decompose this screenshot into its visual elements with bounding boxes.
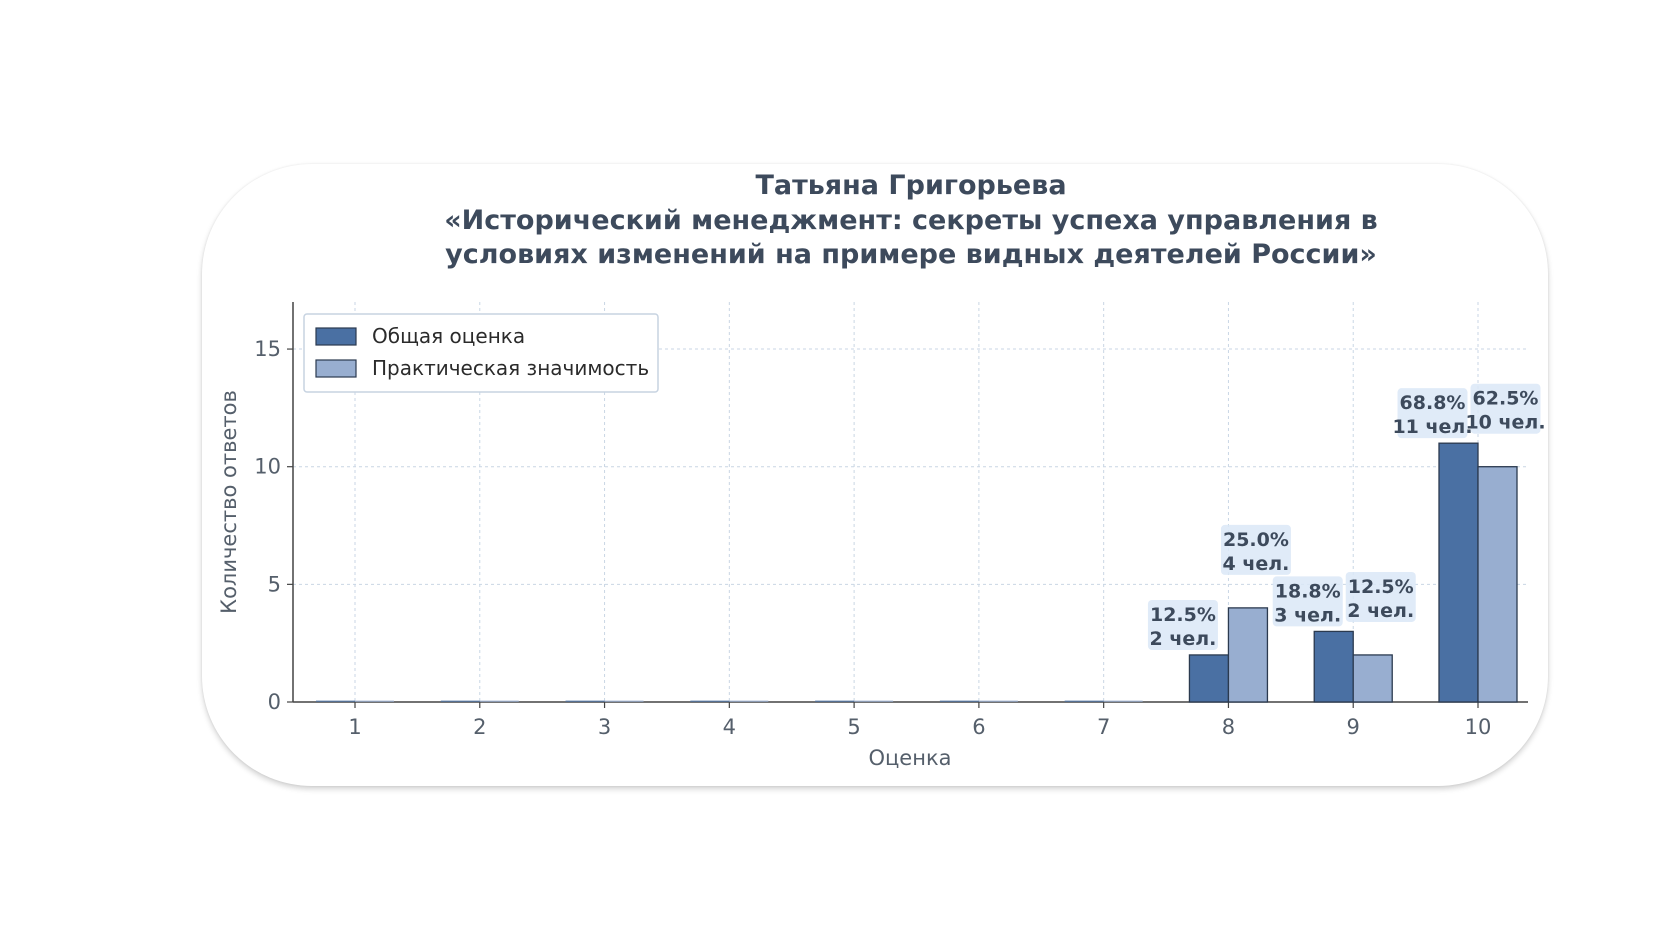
data-label-box xyxy=(1397,388,1468,439)
x-axis-label: Оценка xyxy=(868,746,951,770)
bar xyxy=(479,700,519,702)
bar xyxy=(355,700,394,702)
bar xyxy=(1227,607,1269,703)
bar xyxy=(978,700,1018,702)
legend-label: Практическая значимость xyxy=(372,356,649,380)
data-label-percent: 12.5% xyxy=(1150,604,1216,626)
y-axis-label: Количество ответов xyxy=(217,390,241,614)
bar xyxy=(1352,654,1393,703)
bar xyxy=(1438,442,1479,703)
bar xyxy=(1064,700,1104,702)
bar xyxy=(690,700,730,702)
data-label-box xyxy=(1345,571,1416,622)
x-tick-label: 1 xyxy=(348,715,361,739)
bar xyxy=(1188,654,1230,703)
x-tick-label: 2 xyxy=(473,715,486,739)
data-label-percent: 18.8% xyxy=(1275,580,1341,602)
data-label-count: 3 чел. xyxy=(1274,604,1341,626)
bar xyxy=(440,700,480,702)
bar xyxy=(1313,630,1354,703)
data-label-percent: 25.0% xyxy=(1223,529,1289,551)
x-tick-label: 8 xyxy=(1222,715,1235,739)
data-label-count: 11 чел. xyxy=(1392,416,1472,438)
x-tick-label: 4 xyxy=(723,715,736,739)
bar xyxy=(1103,700,1143,702)
data-label-count: 4 чел. xyxy=(1222,553,1289,575)
x-tick-label: 10 xyxy=(1465,715,1492,739)
legend-swatch xyxy=(315,327,357,346)
chart-title-line: Татьяна Григорьева xyxy=(755,170,1066,201)
data-label-count: 2 чел. xyxy=(1347,600,1414,622)
data-label-box xyxy=(1470,383,1541,434)
y-tick-label: 10 xyxy=(254,455,281,479)
data-label-percent: 12.5% xyxy=(1348,576,1414,598)
bar xyxy=(316,700,355,702)
data-label-count: 10 чел. xyxy=(1465,412,1545,434)
y-tick-label: 0 xyxy=(268,690,281,714)
legend-label: Общая оценка xyxy=(372,324,525,348)
legend-box xyxy=(303,313,659,393)
chart-title: Татьяна Григорьева «Исторический менеджме… xyxy=(444,170,1378,270)
y-tick-label: 5 xyxy=(268,572,281,596)
data-label-box xyxy=(1272,576,1343,627)
x-tick-label: 9 xyxy=(1347,715,1360,739)
bar xyxy=(729,700,769,702)
data-label-percent: 68.8% xyxy=(1400,392,1466,414)
chart-title-line: «Исторический менеджмент: секреты успеха… xyxy=(444,205,1378,236)
y-tick-label: 15 xyxy=(254,337,281,361)
bar xyxy=(854,700,894,702)
x-tick-label: 6 xyxy=(972,715,985,739)
x-tick-label: 7 xyxy=(1097,715,1110,739)
bars xyxy=(316,442,1518,703)
legend-swatch xyxy=(315,359,357,378)
bar xyxy=(604,700,644,702)
data-label-box xyxy=(1147,599,1218,650)
data-label-count: 2 чел. xyxy=(1149,628,1216,650)
bar xyxy=(565,700,605,702)
chart-title-line: условиях изменений на примере видных дея… xyxy=(445,239,1377,270)
bar xyxy=(1477,466,1518,703)
data-labels: 12.5%2 чел.18.8%3 чел.68.8%11 чел.25.0%4… xyxy=(1147,383,1546,650)
bar xyxy=(939,700,979,702)
data-label-percent: 62.5% xyxy=(1473,388,1539,410)
x-tick-label: 5 xyxy=(847,715,860,739)
x-tick-label: 3 xyxy=(598,715,611,739)
data-label-box xyxy=(1220,524,1291,575)
bar xyxy=(815,700,855,702)
legend: Общая оценка Практическая значимость xyxy=(303,313,659,393)
